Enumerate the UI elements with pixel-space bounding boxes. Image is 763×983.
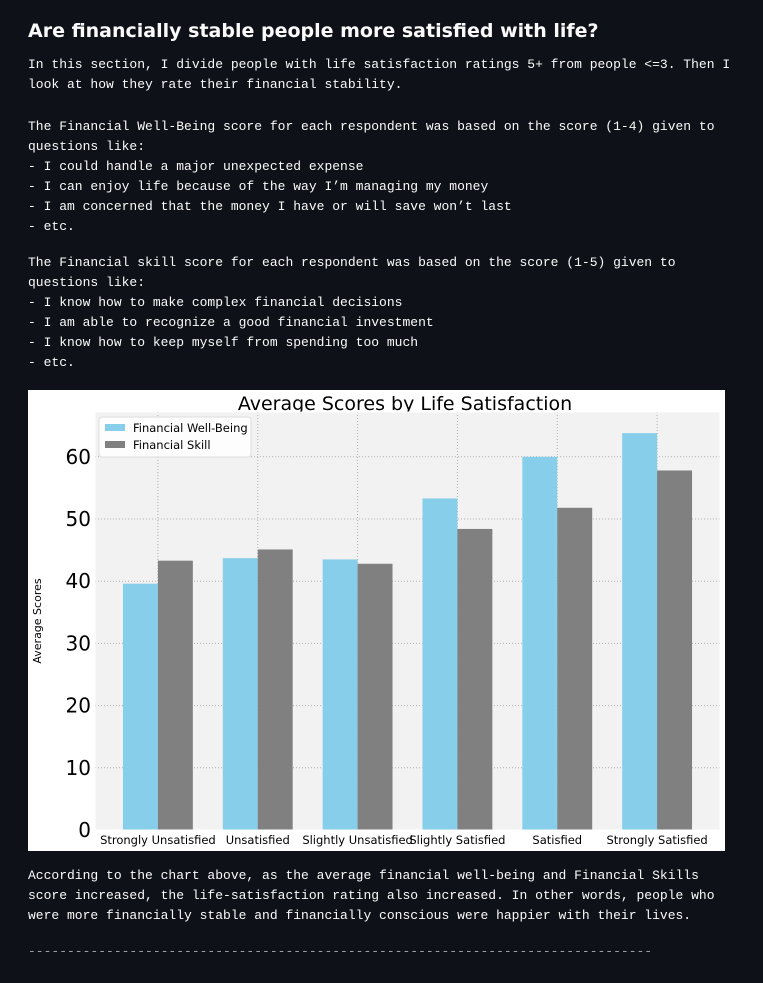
x-tick-label: Unsatisfied: [226, 833, 290, 847]
bar: [522, 456, 558, 830]
list-item: - etc.: [28, 355, 75, 370]
y-tick-label: 30: [66, 631, 91, 655]
list-item: - I know how to keep myself from spendin…: [28, 335, 419, 350]
paragraph: The Financial Well-Being score for each …: [28, 117, 733, 237]
x-tick-label: Satisfied: [532, 833, 582, 847]
y-tick-label: 40: [66, 569, 91, 593]
bar: [622, 433, 658, 830]
y-tick-label: 60: [66, 445, 91, 469]
bar: [122, 583, 158, 830]
list-item: - I can enjoy life because of the way I’…: [28, 179, 489, 194]
divider: ----------------------------------------…: [28, 944, 653, 959]
chart: Average Scores by Life Satisfaction Aver…: [28, 390, 725, 851]
y-tick-label: 20: [66, 694, 91, 718]
x-tick-label: Slightly Unsatisfied: [302, 833, 413, 847]
list-item: - I know how to make complex financial d…: [28, 295, 403, 310]
y-tick-label: 50: [66, 507, 91, 531]
list-item: - I am concerned that the money I have o…: [28, 199, 512, 214]
legend-label: Financial Well-Being: [133, 421, 248, 435]
legend-swatch: [105, 441, 125, 448]
paragraph: The Financial skill score for each respo…: [28, 253, 733, 373]
bar: [657, 470, 693, 830]
bar: [157, 560, 193, 830]
legend-swatch: [105, 424, 125, 431]
bar: [357, 563, 393, 830]
plot-area: [95, 412, 720, 830]
list-item: - I could handle a major unexpected expe…: [28, 159, 364, 174]
chart-title: Average Scores by Life Satisfaction: [238, 393, 572, 415]
paragraph-text: The Financial skill score for each respo…: [28, 255, 684, 290]
paragraph: In this section, I divide people with li…: [28, 55, 733, 95]
y-tick-label: 10: [66, 756, 91, 780]
bar: [457, 528, 493, 830]
bar: [557, 507, 593, 830]
bar: [257, 549, 293, 830]
list-item: - etc.: [28, 219, 75, 234]
legend-label: Financial Skill: [133, 438, 211, 452]
conclusion: According to the chart above, as the ave…: [28, 868, 723, 923]
plot-frame: [94, 411, 721, 831]
bar: [322, 559, 358, 830]
section-title: Are financially stable people more satis…: [28, 20, 599, 42]
y-axis-label: Average Scores: [31, 578, 44, 663]
list-item: - I am able to recognize a good financia…: [28, 315, 434, 330]
y-tick-label: 0: [78, 818, 91, 842]
paragraph-text: In this section, I divide people with li…: [28, 57, 738, 92]
bar: [422, 498, 458, 830]
paragraph-text: The Financial Well-Being score for each …: [28, 119, 723, 154]
x-tick-label: Strongly Unsatisfied: [100, 833, 216, 847]
x-tick-label: Strongly Satisfied: [606, 833, 707, 847]
x-tick-label: Slightly Satisfied: [409, 833, 505, 847]
bar: [222, 558, 258, 830]
legend-box: [98, 416, 252, 458]
